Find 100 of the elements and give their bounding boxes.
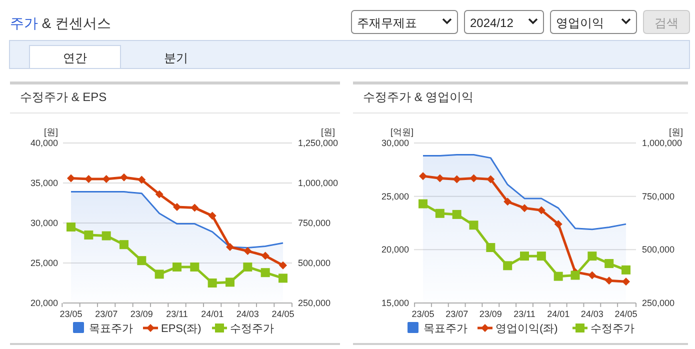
point <box>208 278 217 288</box>
point <box>226 278 234 287</box>
point <box>570 270 580 280</box>
text: 영업이익 <box>556 16 604 30</box>
y2-tick-label: 500,000 <box>298 258 331 268</box>
point <box>604 259 614 268</box>
legend-label: 수정주가 <box>590 323 634 335</box>
legend-label: 수정주가 <box>230 323 274 335</box>
x-tick-label: 23/05 <box>412 309 434 319</box>
point <box>66 222 76 232</box>
y2-tick-label: 250,000 <box>298 298 331 308</box>
point <box>173 203 181 211</box>
x-tick-label: 23/09 <box>130 309 153 319</box>
point <box>520 204 528 212</box>
x-tick-label: 24/03 <box>580 309 604 319</box>
point <box>622 278 630 286</box>
x-tick-label: 24/05 <box>614 309 638 319</box>
point <box>172 262 182 272</box>
point <box>418 199 428 208</box>
y-tick-label: 20,000 <box>381 244 409 255</box>
point <box>154 270 164 279</box>
point <box>504 198 512 206</box>
point <box>243 262 252 272</box>
text: 주재무제표 <box>357 16 417 30</box>
text: 연간 <box>63 51 87 65</box>
point <box>470 174 478 182</box>
point <box>244 247 252 255</box>
point <box>435 208 444 218</box>
text: 2024/12 <box>470 16 514 30</box>
y2-tick-label: 1,000,000 <box>298 178 338 188</box>
text: 검색 <box>654 16 678 30</box>
y2-tick-label: 1,000,000 <box>642 138 682 148</box>
point <box>137 256 146 266</box>
point <box>67 174 75 182</box>
point <box>536 252 546 261</box>
point <box>554 272 563 281</box>
y2-axis-title: [원] <box>668 127 684 137</box>
point <box>208 212 216 220</box>
y2-tick-label: 1,250,000 <box>298 138 338 148</box>
point <box>155 190 164 198</box>
point <box>190 262 200 272</box>
x-tick-label: 23/09 <box>479 309 502 319</box>
point <box>605 276 614 285</box>
point <box>622 265 630 274</box>
point <box>486 175 495 184</box>
point <box>520 252 529 261</box>
y-axis-title: [원] <box>44 127 58 137</box>
point <box>436 174 444 182</box>
point <box>261 252 270 260</box>
point <box>452 210 462 219</box>
text: 분기 <box>164 51 188 65</box>
x-tick-label: 23/11 <box>514 309 536 319</box>
legend-label: EPS(좌) <box>161 323 202 335</box>
point <box>138 176 146 184</box>
point <box>469 220 478 230</box>
x-tick-label: 24/01 <box>547 309 570 319</box>
y-tick-label: 15,000 <box>381 298 409 308</box>
point <box>120 173 128 182</box>
x-tick-label: 23/11 <box>166 309 188 319</box>
y-tick-label: 25,000 <box>30 258 58 268</box>
point <box>102 175 110 183</box>
chart-title: 수정주가 & 영업이익 <box>363 90 474 104</box>
x-tick-label: 23/05 <box>60 309 82 319</box>
point <box>588 271 596 280</box>
point <box>554 220 562 228</box>
point <box>84 230 94 240</box>
y-tick-label: 30,000 <box>30 218 58 228</box>
legend-label: 목표주가 <box>89 323 133 335</box>
y2-tick-label: 750,000 <box>642 191 675 202</box>
point <box>452 175 461 184</box>
y2-axis-title: [원] <box>320 127 336 137</box>
point <box>486 243 496 252</box>
x-tick-label: 23/07 <box>95 309 118 319</box>
point <box>120 240 128 250</box>
legend-label: 목표주가 <box>424 323 468 335</box>
point <box>226 243 234 251</box>
text: 주가 & 컨센서스 <box>10 15 112 31</box>
x-tick-label: 24/01 <box>201 309 224 319</box>
point <box>537 206 546 214</box>
point <box>419 172 427 180</box>
point <box>84 175 93 183</box>
point <box>503 261 512 270</box>
point <box>190 204 199 212</box>
y2-tick-label: 500,000 <box>642 244 675 255</box>
legend-label: 영업이익(좌) <box>496 323 558 335</box>
point <box>588 252 597 261</box>
y2-tick-label: 750,000 <box>298 218 331 228</box>
point <box>279 261 287 270</box>
y-tick-label: 40,000 <box>30 138 58 148</box>
point <box>260 268 270 278</box>
y-axis-title: [억원] <box>390 127 414 137</box>
y-tick-label: 35,000 <box>30 178 58 188</box>
x-tick-label: 24/05 <box>272 309 294 319</box>
y-tick-label: 20,000 <box>30 298 58 308</box>
point <box>102 231 111 240</box>
y-tick-label: 25,000 <box>381 191 409 202</box>
chart-title: 수정주가 & EPS <box>20 90 107 104</box>
point <box>278 274 288 283</box>
y2-tick-label: 250,000 <box>642 298 675 308</box>
x-tick-label: 23/07 <box>446 309 468 319</box>
